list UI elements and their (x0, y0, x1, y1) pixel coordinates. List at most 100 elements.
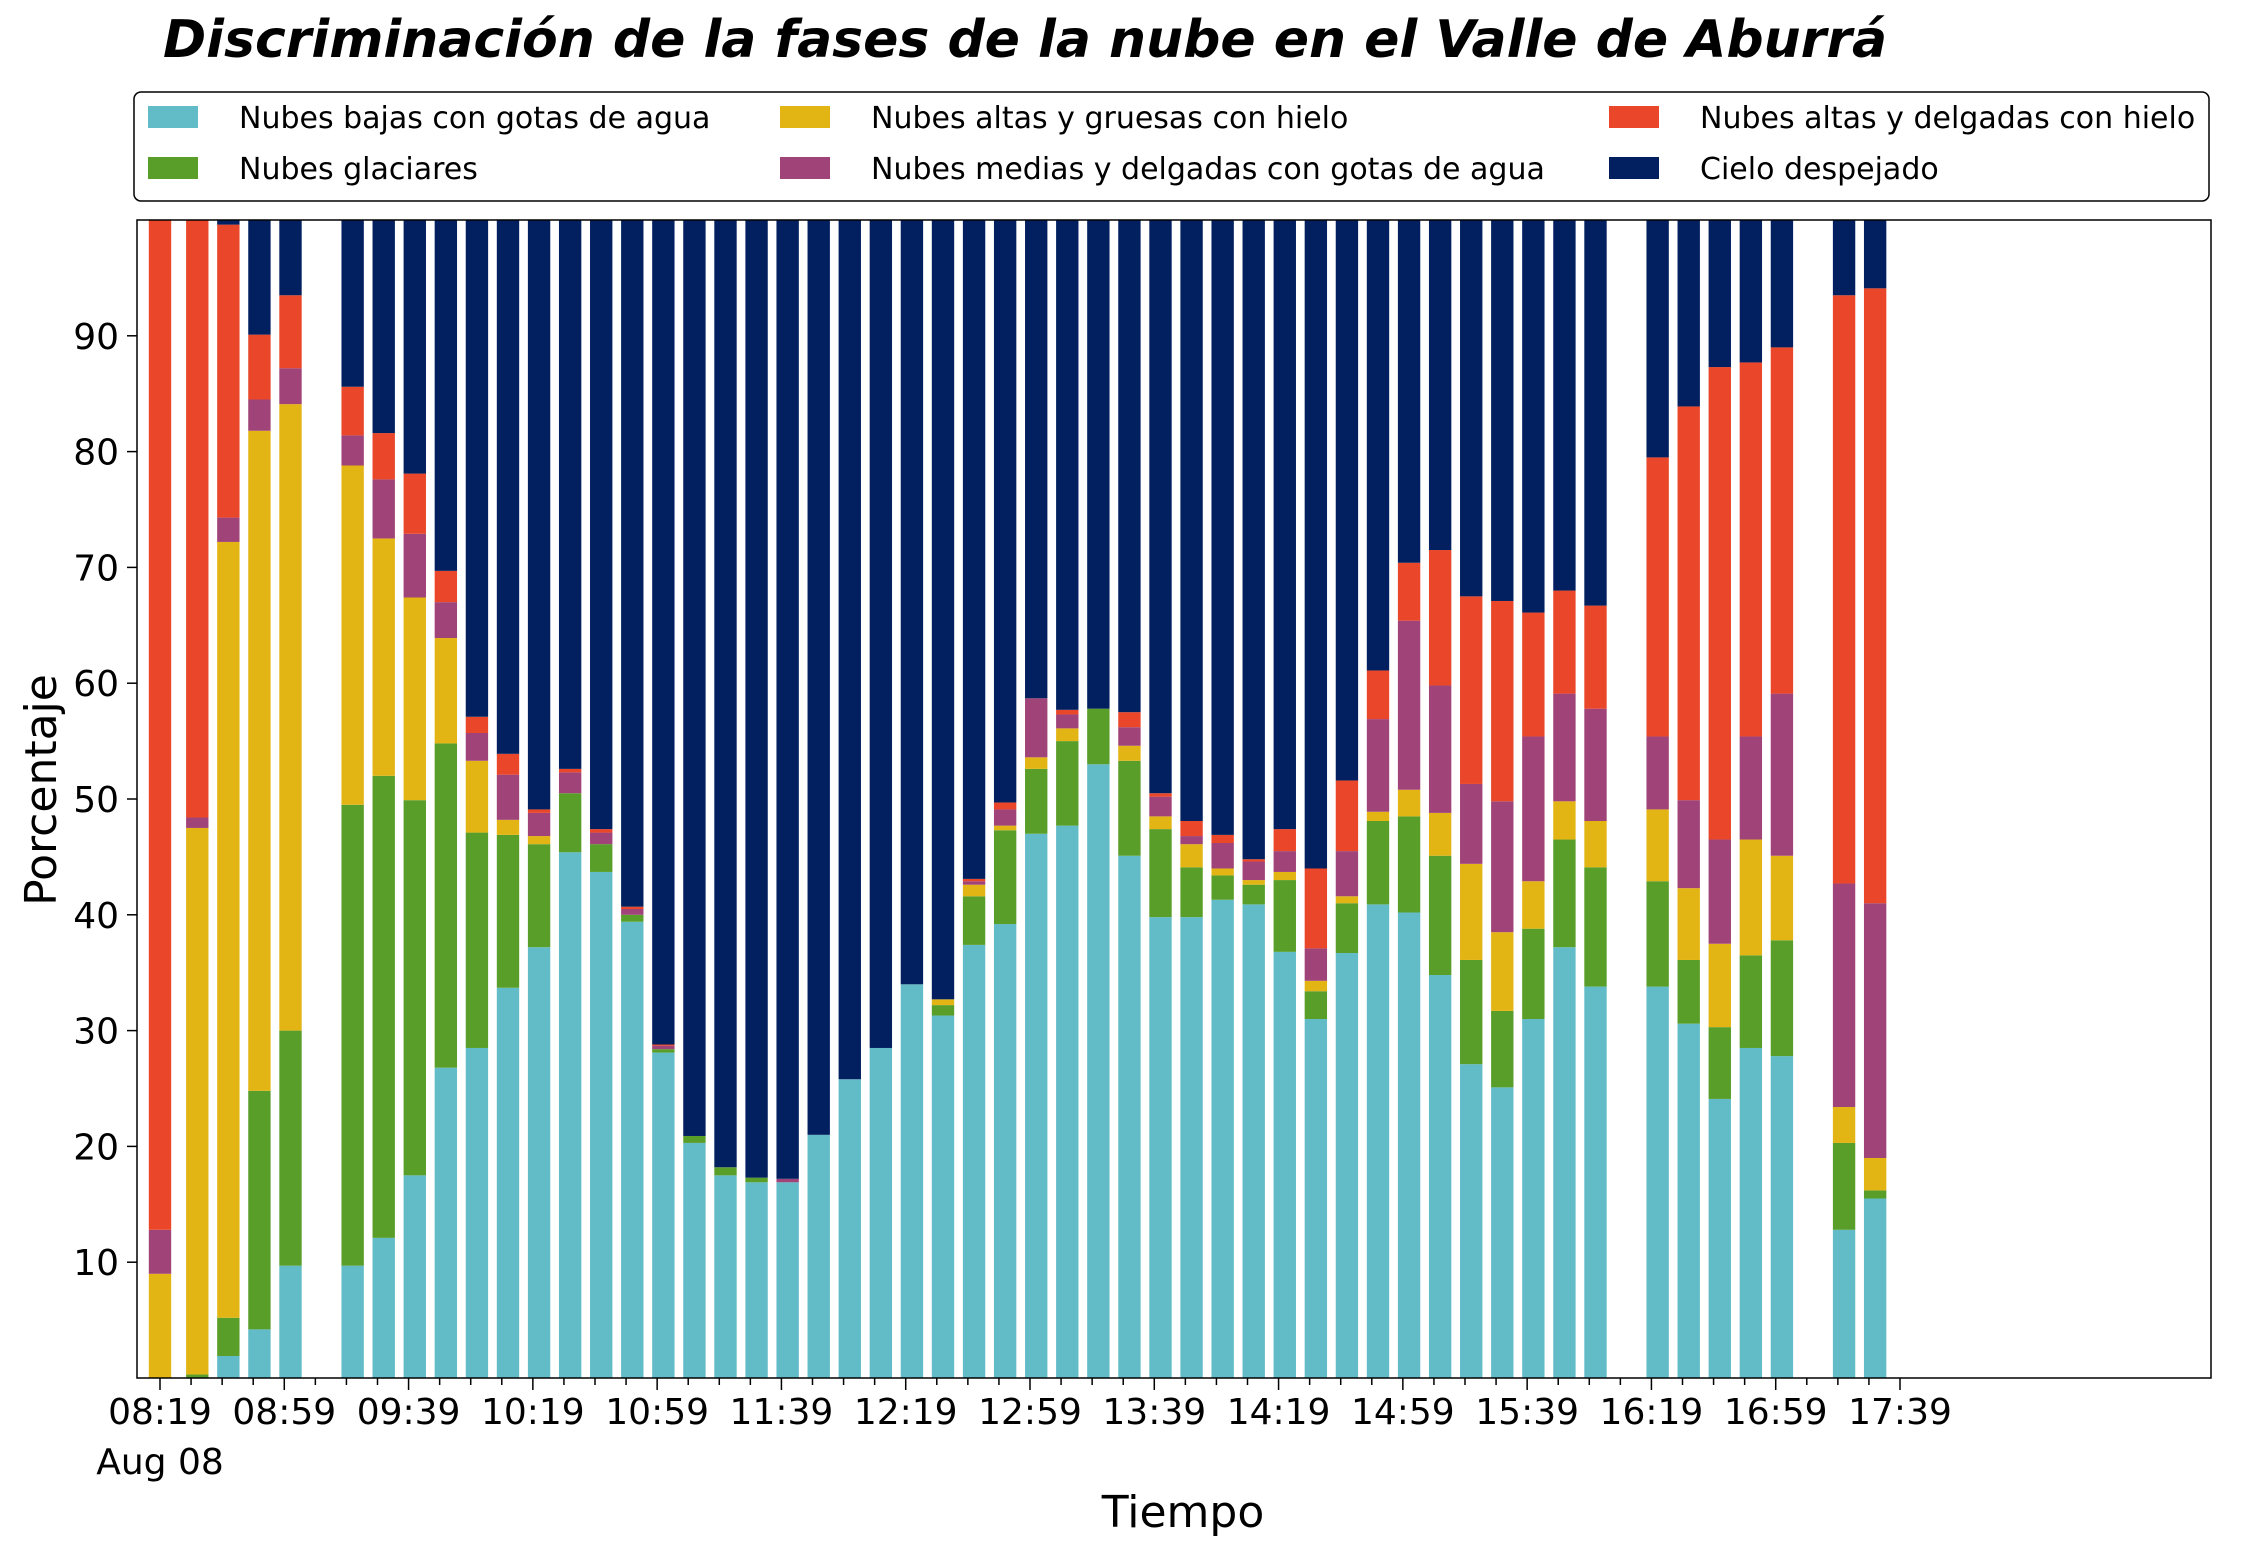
bar-segment (217, 1356, 240, 1378)
bar-segment (1708, 1027, 1731, 1099)
bar-segment (1677, 888, 1700, 960)
bar-segment (403, 1175, 426, 1378)
bar-segment (1491, 801, 1514, 933)
bar-segment (186, 827, 209, 1375)
y-tick-label: 70 (73, 548, 119, 589)
bar-segment (1739, 220, 1763, 363)
x-axis-label: Tiempo (1101, 1487, 1265, 1538)
bar-segment (148, 220, 172, 1230)
bar-segment (962, 896, 986, 945)
bar-segment (590, 832, 613, 845)
bar-segment (496, 834, 520, 988)
x-tick-label: 08:59 (232, 1392, 336, 1433)
legend-swatch (1609, 157, 1659, 179)
legend-swatch (148, 157, 198, 179)
bar-segment (1304, 991, 1328, 1020)
x-tick-label: 14:19 (1227, 1392, 1331, 1433)
bar-segment (434, 220, 458, 571)
bar-segment (1025, 220, 1048, 699)
bar-segment (931, 1015, 955, 1378)
bar-segment (1211, 834, 1234, 844)
bar-segment (558, 768, 582, 773)
bar-segment (1677, 959, 1700, 1024)
bar-segment (652, 1044, 675, 1046)
bar-segment (1677, 1023, 1700, 1378)
bar-segment (1118, 760, 1141, 856)
bar-segment (993, 924, 1017, 1378)
bar-segment (1304, 868, 1328, 949)
bar-segment (1180, 836, 1203, 845)
bar-segment (652, 1049, 675, 1053)
bar-segment (248, 430, 271, 1091)
bar-segment (714, 1175, 737, 1378)
bar-segment (1149, 816, 1172, 830)
bar-segment (652, 1052, 675, 1378)
bar-segment (1335, 851, 1359, 897)
bar-segment (217, 220, 240, 225)
bar-segment (1708, 1098, 1731, 1378)
bar-segment (1584, 708, 1607, 822)
bar-segment (1025, 768, 1048, 834)
bar-segment (838, 220, 861, 1080)
x-tick-label: 12:19 (854, 1392, 958, 1433)
bar-segment (838, 1079, 861, 1378)
bar-segment (1584, 605, 1607, 709)
bar-segment (1739, 362, 1763, 737)
bar-segment (621, 909, 644, 915)
bar-segment (1056, 728, 1079, 742)
bar-segment (1553, 947, 1576, 1378)
bar-segment (1646, 809, 1669, 882)
bar-segment (621, 220, 644, 907)
bar-segment (1149, 796, 1172, 817)
bar-segment (1180, 821, 1203, 837)
x-date-label: Aug 08 (96, 1442, 224, 1483)
bar-segment (590, 829, 613, 833)
bar-segment (279, 1030, 302, 1266)
bar-segment (1273, 880, 1296, 952)
bar-segment (1770, 347, 1794, 694)
bar-segment (1211, 868, 1234, 876)
bar-segment (1428, 855, 1452, 976)
bar-segment (1863, 288, 1887, 904)
bar-segment (372, 479, 395, 539)
bar-segment (434, 570, 458, 603)
bar-segment (1522, 1019, 1545, 1378)
bar-segment (1646, 220, 1669, 458)
bar-segment (1770, 855, 1794, 941)
bar-segment (1366, 719, 1390, 812)
legend-swatch (780, 106, 830, 128)
bar-segment (1273, 829, 1296, 852)
bar-segment (1863, 1190, 1887, 1199)
x-tick-label: 15:39 (1475, 1392, 1579, 1433)
y-tick-label: 20 (73, 1127, 119, 1168)
legend-swatch (148, 106, 198, 128)
bar-segment (148, 1273, 172, 1378)
legend-frame (133, 91, 2210, 202)
bar-segment (279, 368, 302, 405)
bar-segment (1304, 1019, 1328, 1378)
bar-segment (527, 812, 551, 837)
bar-segment (1118, 712, 1141, 728)
x-tick-label: 16:19 (1600, 1392, 1704, 1433)
bar-segment (931, 999, 955, 1006)
y-tick-label: 40 (73, 896, 119, 937)
bar-segment (279, 220, 302, 296)
bar-segment (1863, 1157, 1887, 1191)
bar-segment (1025, 757, 1048, 769)
bar-segment (403, 800, 426, 1176)
bar-segment (993, 825, 1017, 831)
bar-segment (403, 533, 426, 598)
bar-segment (279, 1265, 302, 1378)
bar-segment (403, 473, 426, 534)
bar-segment (1211, 220, 1234, 835)
bar-segment (1739, 839, 1763, 956)
bar-segment (1646, 986, 1669, 1378)
bar-segment (1491, 1010, 1514, 1088)
x-tick-label: 10:59 (605, 1392, 709, 1433)
bar-segment (372, 433, 395, 480)
bar-segment (341, 804, 364, 1266)
bar-segment (931, 220, 955, 1000)
bar-segment (993, 220, 1017, 803)
legend-swatch (1609, 106, 1659, 128)
bar-segment (1242, 861, 1265, 881)
